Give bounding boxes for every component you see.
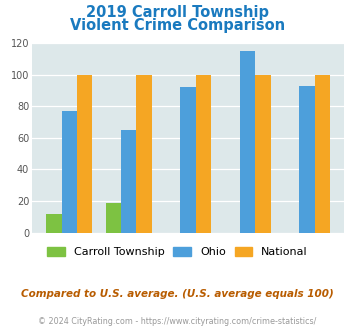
Text: © 2024 CityRating.com - https://www.cityrating.com/crime-statistics/: © 2024 CityRating.com - https://www.city… xyxy=(38,317,317,326)
Bar xyxy=(77,75,93,233)
Bar xyxy=(136,75,152,233)
Bar xyxy=(180,87,196,233)
Text: Violent Crime Comparison: Violent Crime Comparison xyxy=(70,18,285,33)
Bar xyxy=(255,75,271,233)
Bar xyxy=(315,75,330,233)
Bar xyxy=(46,214,62,233)
Bar xyxy=(105,203,121,233)
Text: Compared to U.S. average. (U.S. average equals 100): Compared to U.S. average. (U.S. average … xyxy=(21,289,334,299)
Bar xyxy=(240,51,255,233)
Bar xyxy=(196,75,211,233)
Legend: Carroll Township, Ohio, National: Carroll Township, Ohio, National xyxy=(43,243,312,262)
Text: 2019 Carroll Township: 2019 Carroll Township xyxy=(86,5,269,20)
Bar xyxy=(62,111,77,233)
Bar xyxy=(299,85,315,233)
Bar xyxy=(121,130,136,233)
